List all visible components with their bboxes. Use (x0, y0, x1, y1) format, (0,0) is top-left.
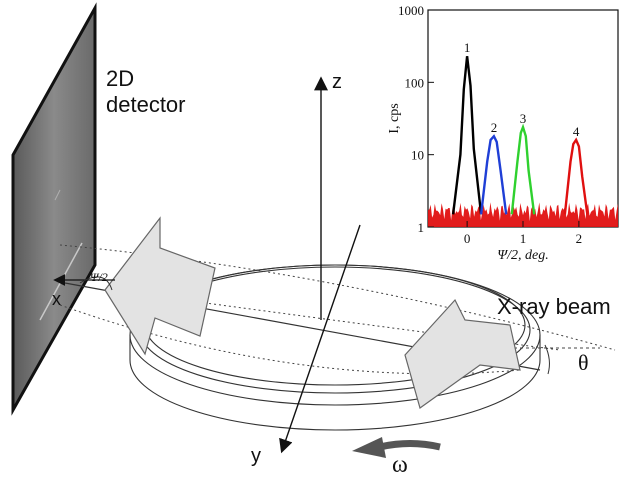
detector-spot (54, 189, 61, 201)
inset-ytick-label-1: 10 (411, 148, 424, 163)
inset-chart: 1 2 3 4 1 10 100 1000 0 1 2 I, cps Ψ/2, deg. (387, 3, 619, 263)
inset-noise (428, 202, 618, 227)
psi-arc (79, 276, 113, 291)
inset-peak-label-3: 3 (520, 111, 527, 126)
inset-xtick-label-1: 1 (520, 231, 527, 246)
inset-series-3 (510, 123, 536, 215)
inset-peak-label-2: 2 (491, 120, 498, 135)
inset-ytick-label-3: 1000 (398, 3, 424, 18)
psi-label: Ψ/2 (90, 270, 108, 284)
beam-label: X-ray beam (497, 294, 611, 319)
inset-xtick-label-2: 2 (576, 231, 583, 246)
inset-xlabel: Ψ/2, deg. (497, 248, 548, 263)
detector-label-word: detector (106, 92, 186, 117)
axis-x-label: x (52, 289, 61, 309)
omega-arrow-head (352, 437, 386, 458)
inset-xtick-label-0: 0 (464, 231, 471, 246)
inset-peak-label-1: 1 (464, 40, 471, 55)
y-axis (279, 224, 361, 454)
sample-disk (129, 264, 541, 431)
inset-peak-label-4: 4 (573, 124, 580, 139)
detector-label-2d: 2D (106, 66, 135, 91)
inset-series-2 (479, 134, 508, 215)
beam-arrow-left (104, 216, 216, 356)
inset-ytick-label-2: 100 (405, 75, 425, 90)
inset-series-1 (451, 56, 483, 215)
inset-series-4 (563, 137, 589, 215)
theta-label: θ (578, 350, 589, 375)
beam-arrow-right (404, 298, 521, 409)
detector-plate (11, 2, 97, 416)
inset-ylabel: I, cps (387, 103, 402, 133)
theta-arc (544, 344, 550, 375)
omega-label: ω (392, 452, 408, 478)
inset-frame (427, 9, 619, 228)
inset-ytick-label-0: 1 (418, 220, 425, 235)
omega-arrow-body (379, 440, 441, 451)
axis-y-label: y (251, 445, 261, 467)
axis-z-label: z (332, 71, 342, 93)
